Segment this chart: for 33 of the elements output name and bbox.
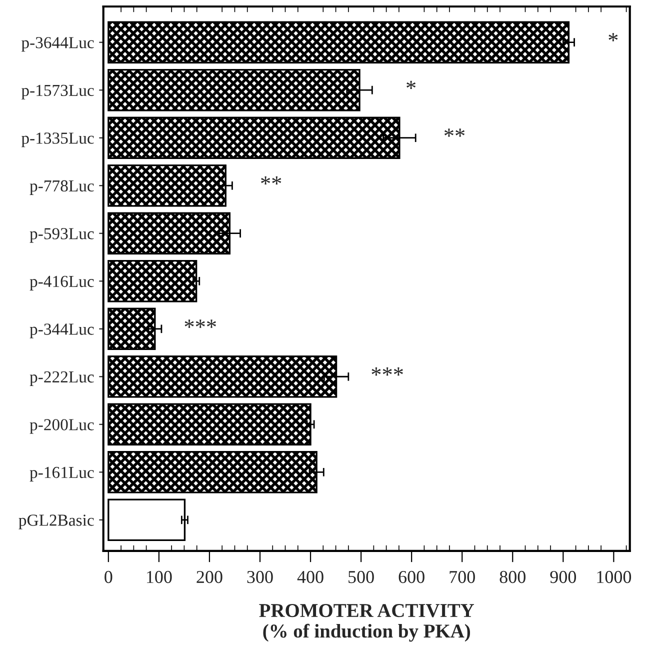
annotation: * (608, 33, 618, 42)
x-tick-label: 1000 (597, 570, 632, 584)
x-tick-label: 0 (104, 570, 112, 584)
x-tick-label: 300 (247, 570, 273, 584)
bar (108, 260, 198, 302)
y-tick-label: p-200Luc (30, 419, 94, 434)
annotation: ** (261, 176, 282, 185)
y-tick-label: p-1335Luc (21, 132, 94, 148)
x-tick-label: 400 (297, 570, 324, 584)
x-axis-title: PROMOTER ACTIVITY (% of induction by PKA) (259, 604, 474, 642)
x-tick-label: 600 (398, 570, 424, 584)
x-tick-label: 200 (196, 570, 222, 584)
annotation: * (406, 80, 416, 90)
x-tick-label: 500 (348, 570, 374, 584)
y-tick-label: p-778Luc (30, 180, 94, 195)
x-tick-label: 800 (500, 570, 526, 584)
bar (108, 498, 186, 542)
y-tick-label: p-3644Luc (21, 37, 94, 52)
y-tick-label: p-161Luc (30, 466, 94, 482)
bar (108, 21, 570, 64)
y-tick-label: p-416Luc (30, 276, 94, 290)
x-tick-label: 100 (146, 570, 172, 584)
annotation: *** (372, 367, 403, 376)
x-tick-label: 900 (550, 570, 576, 584)
annotation: ** (444, 128, 465, 137)
annotation: *** (184, 320, 216, 328)
x-tick-label: 700 (450, 570, 475, 584)
y-tick-label: p-344Luc (30, 324, 94, 338)
y-tick-label: pGL2Basic (18, 514, 94, 530)
y-tick-label: p-222Luc (30, 371, 94, 386)
bar (108, 403, 312, 446)
y-tick-label: p-1573Luc (21, 84, 94, 100)
y-tick-label: p-593Luc (30, 228, 94, 243)
